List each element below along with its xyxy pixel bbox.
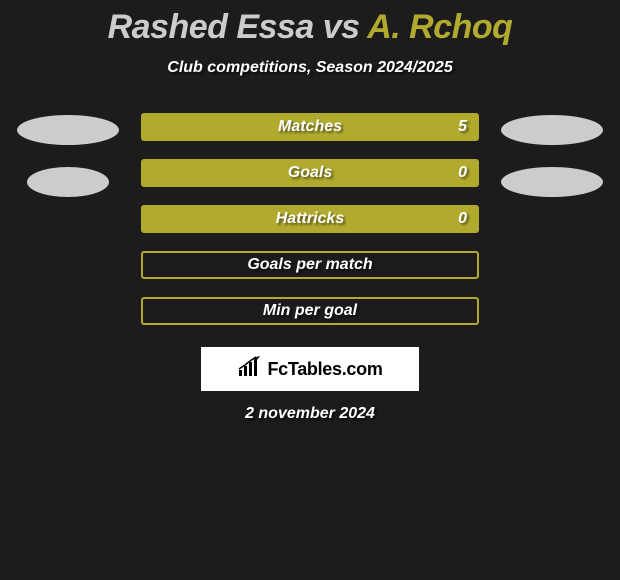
player1-ellipse [27,167,109,197]
logo-text: FcTables.com [267,359,382,380]
date-label: 2 november 2024 [245,405,375,423]
stat-bar-label: Goals per match [143,253,477,277]
stat-bar-label: Matches [143,115,477,139]
stat-bar: Goals0 [141,159,479,187]
stat-bar: Min per goal [141,297,479,325]
stats-row: Matches5Goals0Hattricks0Goals per matchM… [0,113,620,325]
stat-bar-label: Min per goal [143,299,477,323]
stat-bar-label: Hattricks [143,207,477,231]
bar-chart-icon [237,356,263,383]
subtitle: Club competitions, Season 2024/2025 [167,59,452,77]
right-player-column [497,113,607,197]
stat-bar-label: Goals [143,161,477,185]
stat-bar-value: 0 [458,207,467,231]
left-player-column [13,113,123,197]
player2-ellipse [501,115,603,145]
title-vs: vs [314,8,367,46]
stat-bar-value: 0 [458,161,467,185]
title-player2: A. Rchoq [367,8,512,46]
stat-bar-value: 5 [458,115,467,139]
title-player1: Rashed Essa [108,8,314,46]
stat-bar: Matches5 [141,113,479,141]
stat-bar: Goals per match [141,251,479,279]
player2-ellipse [501,167,603,197]
comparison-card: Rashed Essa vs A. Rchoq Club competition… [0,0,620,423]
stat-bars: Matches5Goals0Hattricks0Goals per matchM… [141,113,479,325]
stat-bar: Hattricks0 [141,205,479,233]
page-title: Rashed Essa vs A. Rchoq [0,8,620,47]
player1-ellipse [17,115,119,145]
logo-box: FcTables.com [201,347,419,391]
